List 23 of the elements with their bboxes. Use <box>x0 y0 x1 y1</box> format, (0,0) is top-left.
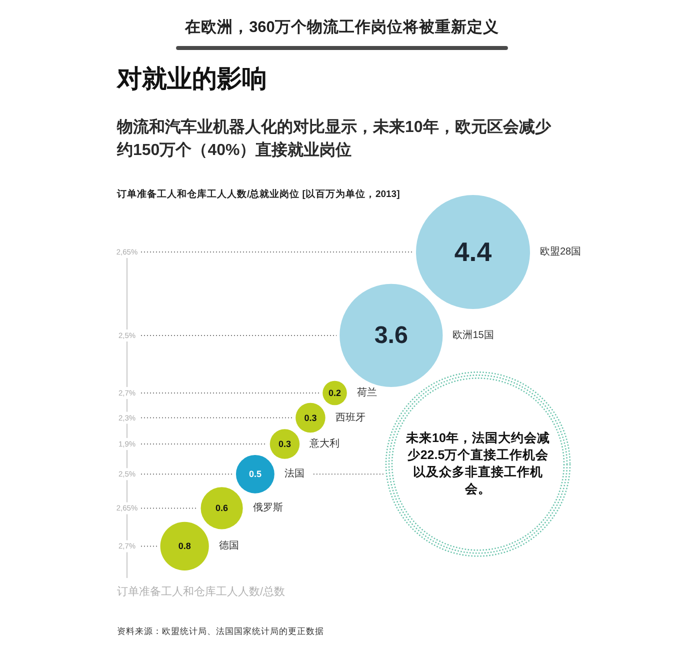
data-label: 0.8 <box>178 541 191 552</box>
text: 订单准备工人和仓库工人人数/总就业岗位 [以百万为单位，2013] <box>117 188 400 201</box>
category-label: 俄罗斯 <box>252 502 283 514</box>
category-label: 欧盟28国 <box>540 246 582 258</box>
category-label: 欧洲15国 <box>452 328 494 341</box>
text: 未来10年，法国大约会减少22.5万个直接工作机会以及众多非直接工作机会。 <box>406 431 550 496</box>
category-label: 德国 <box>218 540 239 552</box>
text: 对就业的影响 <box>117 64 267 95</box>
text: 资料来源：欧盟统计局、法国国家统计局的更正数据 <box>117 626 324 638</box>
category-label: 意大利 <box>308 438 340 450</box>
data-label: 0.6 <box>216 503 228 514</box>
data-label: 0.5 <box>248 469 262 480</box>
category-label: 荷兰 <box>356 386 377 398</box>
data-label: 0.3 <box>304 412 317 423</box>
data-label: 4.4 <box>454 237 492 267</box>
text: 物流和汽车业机器人化的对比显示，未来10年，欧元区会减少约150万个（40%）直接就业岗位 <box>117 117 552 161</box>
text: 在欧洲，360万个物流工作岗位将被重新定义 <box>185 19 499 36</box>
data-label: 3.6 <box>374 322 408 349</box>
data-label: 0.3 <box>278 439 291 450</box>
category-label: 法国 <box>284 468 304 480</box>
text: 订单准备工人和仓库工人人数/总数 <box>117 584 286 599</box>
data-label: 0.2 <box>328 388 342 398</box>
category-label: 西班牙 <box>335 411 366 424</box>
